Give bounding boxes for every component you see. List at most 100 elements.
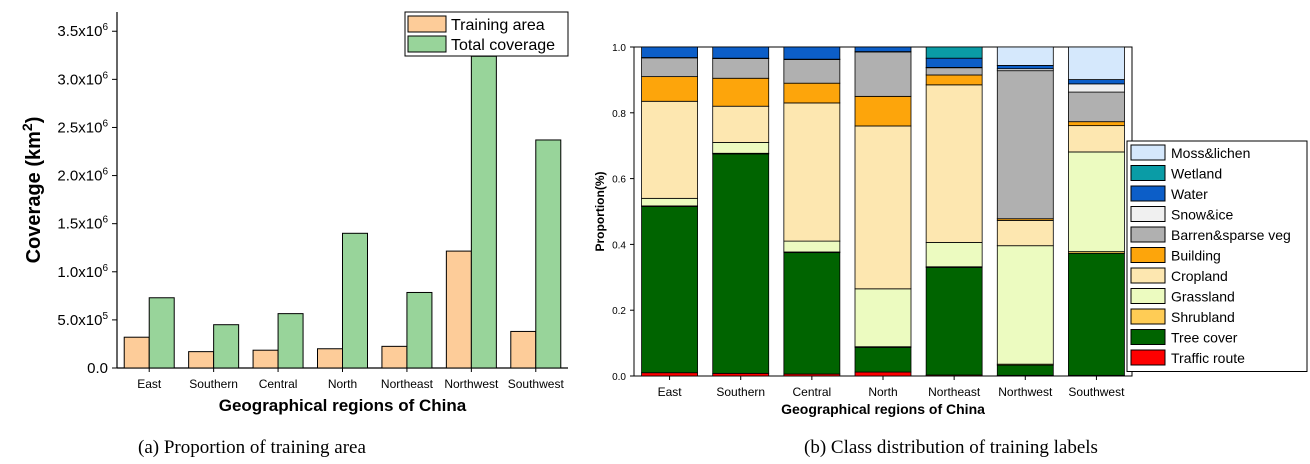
legend-swatch-shrubland [1130,308,1166,325]
segment-cropland-southwest [1068,125,1125,153]
y-tick-mantissa: 3.0x10 [57,71,102,88]
segment-water-central [783,46,841,60]
y-tick-label: 2.0x106 [57,167,108,185]
segment-grassland-northwest [996,245,1054,365]
x-tick-label: Central [259,377,298,391]
bar-training-area-southwest [510,330,537,369]
legend-label-total-coverage: Total coverage [451,37,555,54]
segment-water-east [641,46,698,58]
segment-tree-cover-north [854,346,912,373]
segment-barren-sparse-veg-northwest [996,70,1054,220]
bar-total-coverage-central [277,313,304,369]
segment-moss-lichen-southwest [1068,46,1125,80]
legend-label-shrubland: Shrubland [1171,309,1235,325]
segment-building-east [641,76,698,102]
y-tick-label: 0.8 [612,109,626,120]
y-tick-mantissa: 2.5x10 [57,119,102,136]
legend-label-barren-sparse-veg: Barren&sparse veg [1171,227,1291,243]
y-tick-label: 2.5x106 [57,118,108,136]
segment-barren-sparse-veg-southwest [1068,91,1125,123]
legend-label-grassland: Grassland [1171,289,1235,305]
legend-swatch-building [1130,247,1166,263]
bar-training-area-central [252,349,279,369]
y-tick-label: 0.0 [87,360,108,377]
segment-moss-lichen-northwest [996,46,1054,66]
segment-building-southern [712,77,770,107]
y-axis-title: Proportion(%) [593,172,607,252]
legend-label-water: Water [1171,186,1208,202]
segment-cropland-central [783,102,841,242]
y-tick-mantissa: 1.0x10 [57,264,102,281]
x-tick-label: Northeast [928,385,981,399]
segment-tree-cover-northeast [925,267,983,376]
segment-water-north [854,46,912,53]
bar-total-coverage-northwest [470,55,497,369]
segment-water-southwest [1068,79,1125,85]
y-tick-label: 1.5x106 [57,215,108,233]
x-tick-label: Northwest [444,377,499,391]
legend-label-training-area: Training area [451,17,545,34]
segment-barren-sparse-veg-east [641,57,698,78]
segment-grassland-east [641,197,698,207]
legend-swatch-grassland [1130,288,1166,304]
segment-building-southwest [1068,121,1125,127]
legend-label-wetland: Wetland [1171,166,1222,182]
segment-grassland-southern [712,142,770,154]
segment-cropland-east [641,100,698,199]
segment-traffic-route-east [641,372,698,377]
segment-building-central [783,82,841,104]
segment-barren-sparse-veg-north [854,51,912,97]
legend-swatch-cropland [1130,267,1166,284]
y-tick-exponent: 6 [102,22,108,33]
segment-snow-ice-southwest [1068,83,1125,93]
bar-total-coverage-northeast [406,291,433,369]
segment-barren-sparse-veg-central [783,59,841,84]
x-tick-label: Southern [716,385,765,399]
bar-training-area-north [317,348,343,369]
y-tick-label: 3.5x106 [57,22,108,40]
segment-tree-cover-southwest [1068,252,1125,376]
y-tick-mantissa: 3.5x10 [57,23,102,40]
y-tick-exponent: 6 [102,215,108,226]
segment-barren-sparse-veg-southern [712,58,770,79]
y-tick-label: 5.0x105 [57,311,108,329]
x-tick-label: Northeast [381,377,434,391]
legend-swatch-training-area [407,15,447,33]
legend-swatch-traffic-route [1130,349,1166,366]
legend-swatch-total-coverage [407,35,447,53]
bar-total-coverage-southern [213,324,240,369]
segment-water-northwest [996,65,1054,70]
segment-water-northeast [925,57,983,68]
segment-grassland-central [783,240,841,253]
legend-label-traffic-route: Traffic route [1171,350,1245,366]
y-tick-label: 0.2 [612,306,626,317]
segment-tree-cover-northwest [996,364,1054,376]
y-axis-title-sup: 2 [19,123,35,131]
y-tick-label: 0.4 [612,240,626,251]
bar-training-area-northwest [445,250,472,369]
y-tick-exponent: 6 [102,118,108,129]
segment-wetland-northeast [925,46,983,59]
y-tick-label: 3.0x106 [57,70,108,88]
bar-total-coverage-southwest [535,139,562,369]
legend-swatch-barren-sparse-veg [1130,226,1166,243]
x-tick-label: Central [793,385,832,399]
legend-swatch-snow-ice [1130,206,1166,222]
y-tick-exponent: 6 [102,263,108,274]
x-axis-title: Geographical regions of China [781,401,985,417]
y-tick-exponent: 6 [102,167,108,178]
segment-tree-cover-east [641,206,698,374]
y-tick-label: 0.6 [612,175,626,186]
chart-b-class-distribution: East Southern Central North Northeast Northwe… [593,43,1308,417]
legend-label-building: Building [1171,248,1221,264]
legend-swatch-water [1130,185,1166,202]
segment-cropland-northwest [996,219,1054,247]
x-tick-label: East [658,385,683,399]
x-tick-label: Northwest [998,385,1053,399]
y-axis-title-main: Coverage (km [23,131,45,263]
segment-building-north [854,95,912,127]
segment-water-southern [712,46,770,59]
x-tick-label: Southwest [1068,385,1125,399]
x-tick-label: Southwest [508,377,565,391]
legend-label-tree-cover: Tree cover [1171,330,1238,346]
